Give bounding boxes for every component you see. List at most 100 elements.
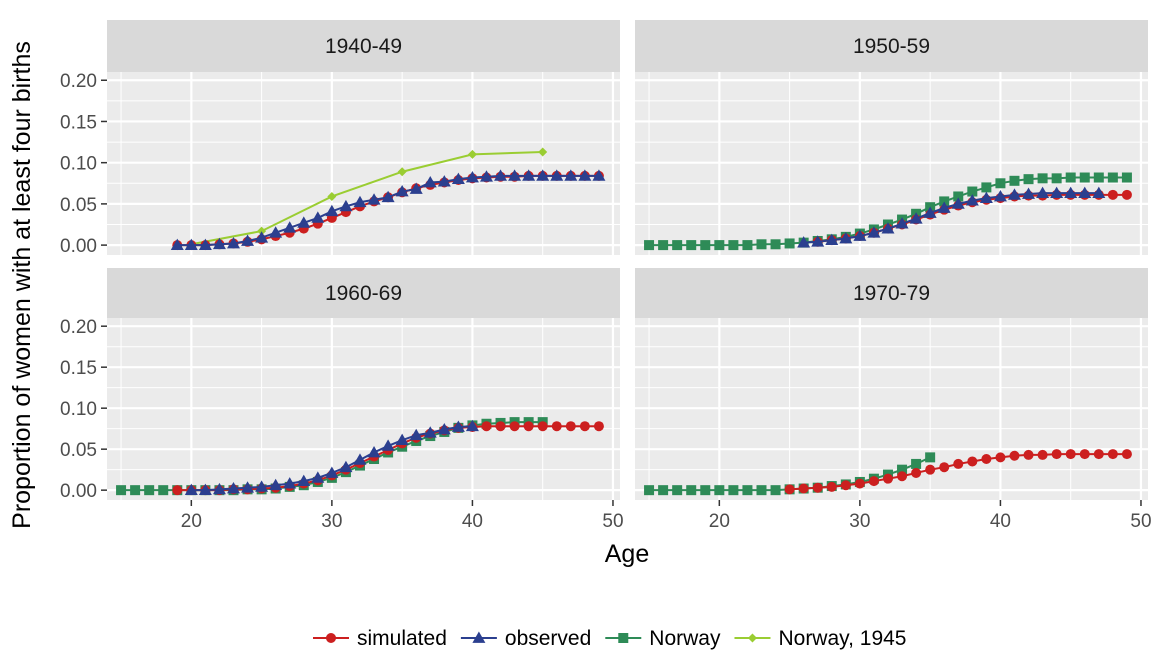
x-tick-label: 30 <box>849 511 870 532</box>
x-tick-label: 40 <box>462 511 483 532</box>
data-point-observed <box>339 199 353 212</box>
x-tick-label: 40 <box>990 511 1011 532</box>
data-point-observed <box>381 439 395 451</box>
data-point-observed <box>184 238 198 250</box>
data-point-norway <box>728 485 739 496</box>
data-point-norway <box>116 485 127 496</box>
data-point-observed <box>993 189 1007 202</box>
data-point-norway <box>686 485 697 496</box>
data-point-observed <box>451 420 465 432</box>
data-point-norway <box>1009 175 1020 186</box>
data-point-simulated <box>1079 449 1090 460</box>
data-point-simulated <box>565 421 576 432</box>
data-point-norway <box>130 485 141 496</box>
data-point-simulated <box>1121 449 1132 460</box>
data-point-simulated <box>537 421 548 432</box>
data-point-simulated <box>868 476 879 487</box>
data-point-simulated <box>1093 449 1104 460</box>
data-point-norway <box>742 485 753 496</box>
data-point-observed <box>867 226 881 238</box>
data-point-simulated <box>1051 449 1062 460</box>
data-point-simulated <box>840 480 851 491</box>
data-point-observed <box>825 233 839 246</box>
data-point-observed <box>592 169 606 181</box>
data-point-observed <box>578 169 592 181</box>
data-point-observed <box>797 236 811 248</box>
y-tick-label: 0.00 <box>60 236 97 257</box>
data-point-norway <box>672 485 683 496</box>
data-point-observed <box>325 204 339 217</box>
data-point-observed <box>1092 186 1106 199</box>
data-point-simulated <box>967 456 978 467</box>
data-point-simulated <box>509 421 520 432</box>
data-point-norway <box>981 182 992 193</box>
data-point-simulated <box>911 467 922 478</box>
data-point-norway <box>897 464 908 475</box>
data-point-observed <box>184 483 198 496</box>
data-point-norway <box>756 485 767 496</box>
legend-item-norway: Norway <box>605 627 721 650</box>
data-point-observed <box>198 238 212 250</box>
panel-title: 1940-49 <box>325 35 402 58</box>
data-point-norway <box>672 240 683 251</box>
data-point-simulated <box>1107 449 1118 460</box>
data-point-observed <box>465 419 479 432</box>
data-point-simulated <box>798 483 809 494</box>
data-point-observed <box>241 234 255 246</box>
data-point-observed <box>423 426 437 438</box>
data-point-observed <box>367 445 381 458</box>
data-point-norway <box>742 240 753 251</box>
data-point-simulated <box>897 471 908 482</box>
data-point-simulated <box>1065 449 1076 460</box>
data-point-simulated <box>826 481 837 492</box>
data-point-simulated <box>882 473 893 484</box>
data-point-simulated <box>953 458 964 469</box>
panel-strip <box>635 20 1148 72</box>
data-point-observed <box>951 197 965 209</box>
data-point-norway-1945 <box>538 147 548 157</box>
y-tick-label: 0.20 <box>60 71 97 92</box>
panels-layer: 1940-49 1950-59 1960-69 1970-79 <box>107 20 1148 500</box>
series-line-norway-1945 <box>191 150 543 246</box>
legend-label: Norway, 1945 <box>778 627 906 650</box>
data-point-norway <box>770 239 781 250</box>
x-tick-label: 30 <box>321 511 342 532</box>
data-point-observed <box>367 193 381 205</box>
data-point-norway <box>714 240 725 251</box>
data-point-observed <box>536 169 550 181</box>
data-point-norway-1945 <box>397 167 407 177</box>
data-point-norway <box>911 458 922 469</box>
legend-key-marker <box>326 633 336 643</box>
data-point-observed <box>170 238 184 250</box>
legend: simulated observed Norway Norway, 1945 <box>313 627 906 650</box>
data-point-simulated <box>812 482 823 493</box>
data-point-norway <box>644 485 655 496</box>
data-point-observed <box>255 231 269 243</box>
data-point-norway <box>1079 172 1090 183</box>
data-point-norway <box>658 485 669 496</box>
data-point-observed <box>895 217 909 229</box>
data-point-norway-1945 <box>467 149 477 159</box>
data-point-norway <box>144 485 155 496</box>
data-point-simulated <box>523 421 534 432</box>
panel-title: 1970-79 <box>853 282 930 305</box>
data-point-observed <box>311 471 325 483</box>
data-point-simulated <box>995 452 1006 463</box>
data-point-norway <box>158 485 169 496</box>
data-point-simulated <box>551 421 562 432</box>
data-point-simulated <box>1121 189 1132 200</box>
data-point-simulated <box>481 421 492 432</box>
data-point-norway <box>700 240 711 251</box>
legend-item-norway-1945: Norway, 1945 <box>734 627 906 650</box>
data-point-observed <box>451 172 465 185</box>
series-observed <box>170 169 606 250</box>
data-point-observed <box>853 229 867 241</box>
data-point-observed <box>353 195 367 208</box>
data-point-observed <box>479 170 493 182</box>
data-point-simulated <box>172 485 183 496</box>
panel-1950-59: 1950-59 <box>635 20 1148 255</box>
panel-title: 1960-69 <box>325 282 402 305</box>
data-point-observed <box>409 428 423 441</box>
series-simulated <box>784 449 1132 495</box>
y-tick-label: 0.15 <box>60 358 97 379</box>
